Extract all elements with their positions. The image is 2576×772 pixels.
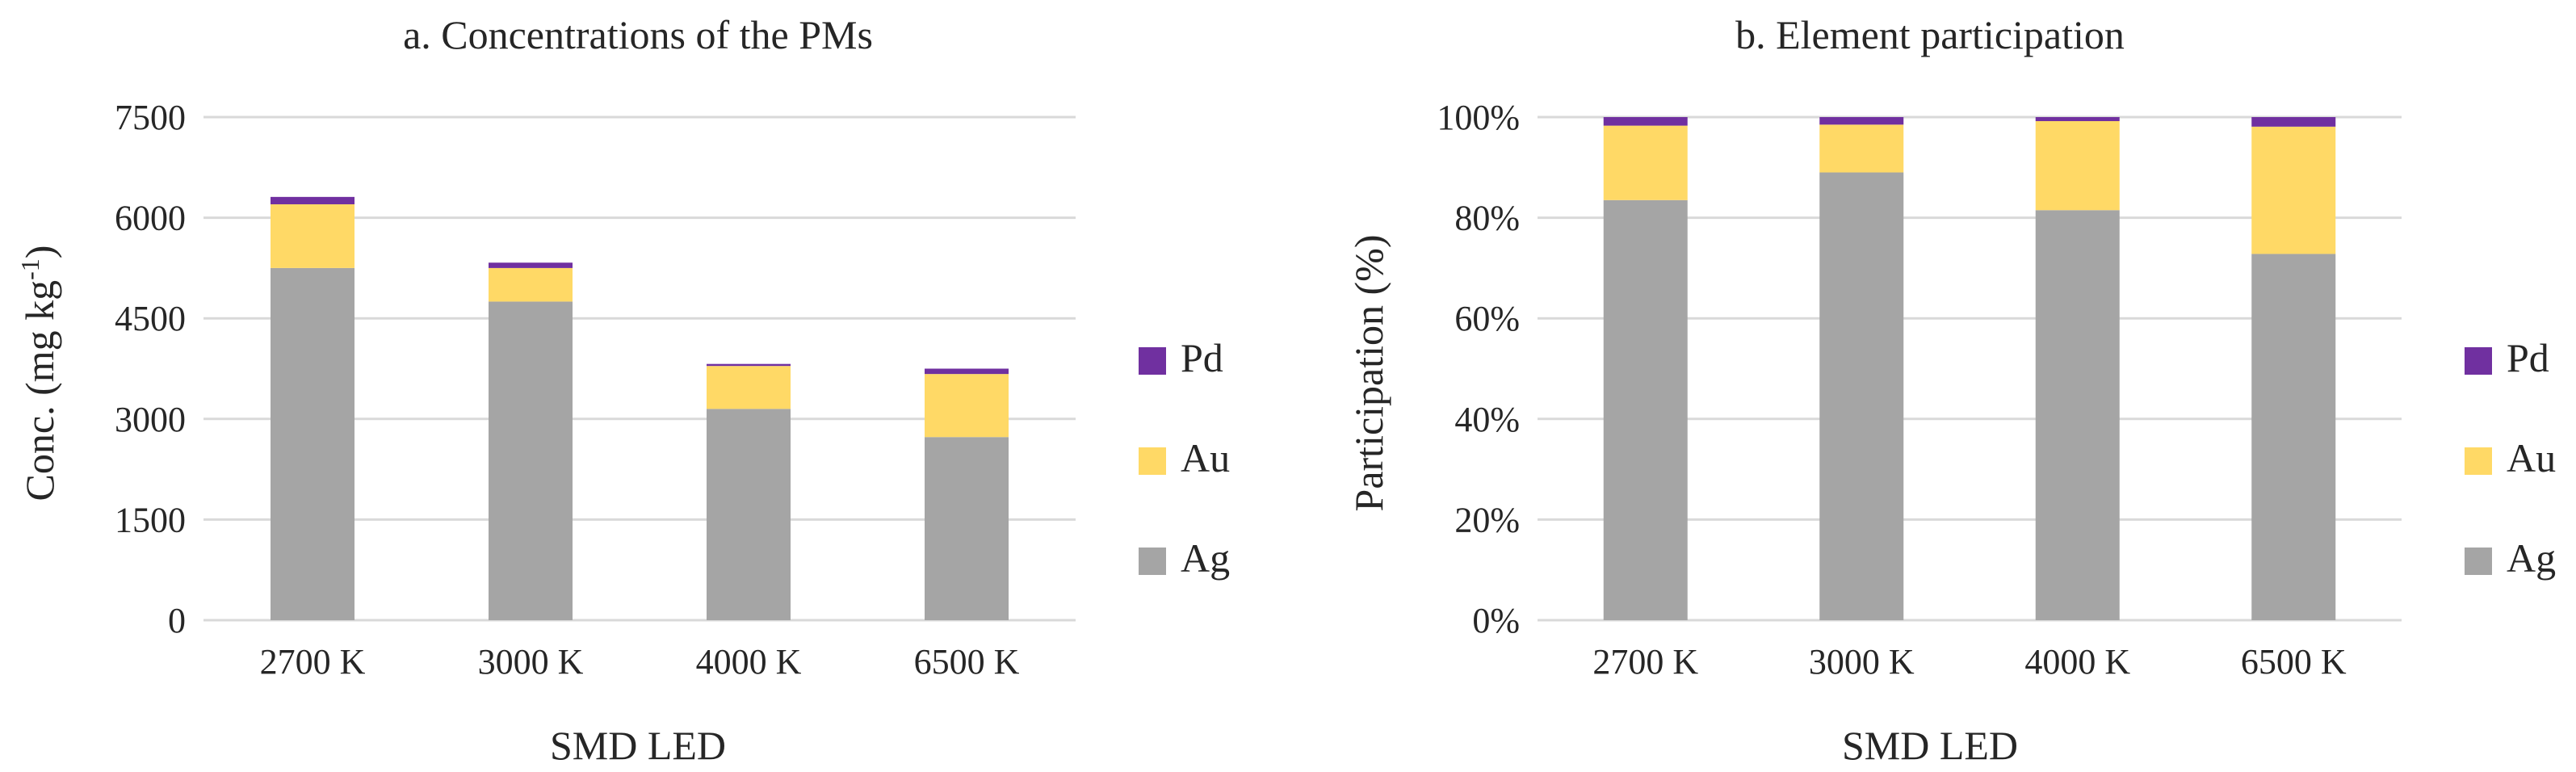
chart-b-y-tick-label: 80% xyxy=(1454,199,1520,238)
chart-a-bar-au xyxy=(271,203,355,268)
chart-a-bar-ag xyxy=(489,301,573,620)
chart-a-y-tick-label: 6000 xyxy=(115,199,186,238)
chart-a-legend-swatch-pd xyxy=(1139,347,1166,375)
chart-b-legend-label-pd: Pd xyxy=(2507,335,2549,380)
chart-a-legend: Pd Au Ag xyxy=(1139,335,1230,581)
chart-a-bar-au xyxy=(707,366,791,409)
chart-b-legend: Pd Au Ag xyxy=(2465,335,2556,581)
chart-a-legend-label-au: Au xyxy=(1181,435,1230,480)
chart-a-bar-ag xyxy=(925,437,1009,620)
chart-a-bar-au xyxy=(489,267,573,302)
chart-b-bar-au xyxy=(1603,125,1688,200)
chart-b-bar-pd xyxy=(2251,117,2336,127)
chart-b-y-tick-label: 60% xyxy=(1454,299,1520,338)
chart-a-x-tick-label: 3000 K xyxy=(478,642,584,682)
participation-chart: b. Element participation Participation (… xyxy=(1346,12,2556,768)
chart-a-legend-label-ag: Ag xyxy=(1181,535,1230,581)
chart-b-bar-ag xyxy=(1819,172,1904,620)
chart-a-legend-swatch-au xyxy=(1139,447,1166,475)
chart-b-y-axis-label: Participation (%) xyxy=(1346,235,1391,512)
chart-a-legend-swatch-ag xyxy=(1139,548,1166,575)
chart-b-x-tick-label: 2700 K xyxy=(1592,642,1698,682)
chart-b-legend-swatch-ag xyxy=(2465,548,2492,575)
chart-b-bar-au xyxy=(2035,120,2120,211)
chart-b-bar-pd xyxy=(1819,117,1904,125)
chart-a-y-tick-label: 0 xyxy=(168,601,186,640)
chart-a-x-tick-label: 4000 K xyxy=(696,642,802,682)
chart-a-title: a. Concentrations of the PMs xyxy=(403,12,873,57)
chart-b-plot-area: 0% 20% 40% 60% 80% 100% 2700 K 3000 K 4000 K 6500… xyxy=(1437,98,2402,682)
chart-b-bar-au xyxy=(2251,126,2336,254)
chart-a-bar-pd xyxy=(707,363,791,367)
chart-b-legend-swatch-pd xyxy=(2465,347,2492,375)
chart-a-bar-ag xyxy=(271,267,355,620)
chart-a-y-tick-label: 4500 xyxy=(115,299,186,338)
chart-a-y-tick-label: 3000 xyxy=(115,400,186,439)
chart-a-y-tick-label: 7500 xyxy=(115,98,186,137)
chart-a-bar-pd xyxy=(925,368,1009,375)
chart-b-y-tick-label: 20% xyxy=(1454,500,1520,539)
chart-b-legend-label-au: Au xyxy=(2507,435,2556,480)
chart-b-y-tick-label: 100% xyxy=(1437,98,1520,137)
chart-a-y-tick-label: 1500 xyxy=(115,500,186,539)
chart-b-legend-label-ag: Ag xyxy=(2507,535,2556,581)
chart-a-y-axis-label: Conc. (mg kg-1) xyxy=(15,245,62,501)
chart-a-bar-pd xyxy=(489,262,573,268)
chart-b-bar-au xyxy=(1819,124,1904,173)
chart-b-bar-pd xyxy=(2035,117,2120,121)
chart-b-bar-ag xyxy=(2035,210,2120,620)
chart-a-legend-label-pd: Pd xyxy=(1181,335,1223,380)
chart-b-y-tick-label: 40% xyxy=(1454,400,1520,439)
chart-a-x-tick-label: 2700 K xyxy=(260,642,366,682)
chart-b-y-tick-label: 0% xyxy=(1472,601,1520,640)
chart-a-plot-area: 0 1500 3000 4500 6000 7500 2700 K 3000 K 4000 K 6… xyxy=(115,98,1076,682)
chart-a-bar-au xyxy=(925,374,1009,438)
chart-b-bar-pd xyxy=(1603,117,1688,126)
chart-a-x-axis-label: SMD LED xyxy=(550,723,726,768)
chart-a-x-tick-label: 6500 K xyxy=(914,642,1020,682)
concentration-chart: a. Concentrations of the PMs Conc. (mg k… xyxy=(15,12,1230,768)
chart-b-x-tick-label: 6500 K xyxy=(2241,642,2347,682)
chart-b-x-tick-label: 4000 K xyxy=(2024,642,2130,682)
chart-a-y-axis-label-superscript: -1 xyxy=(15,258,44,280)
chart-b-bar-ag xyxy=(1603,199,1688,621)
chart-b-x-axis-label: SMD LED xyxy=(1842,723,2018,768)
chart-a-bar-pd xyxy=(271,196,355,204)
chart-b-legend-swatch-au xyxy=(2465,447,2492,475)
chart-b-title: b. Element participation xyxy=(1735,12,2125,57)
chart-b-bar-ag xyxy=(2251,254,2336,620)
chart-b-x-tick-label: 3000 K xyxy=(1809,642,1915,682)
chart-a-bar-ag xyxy=(707,409,791,620)
